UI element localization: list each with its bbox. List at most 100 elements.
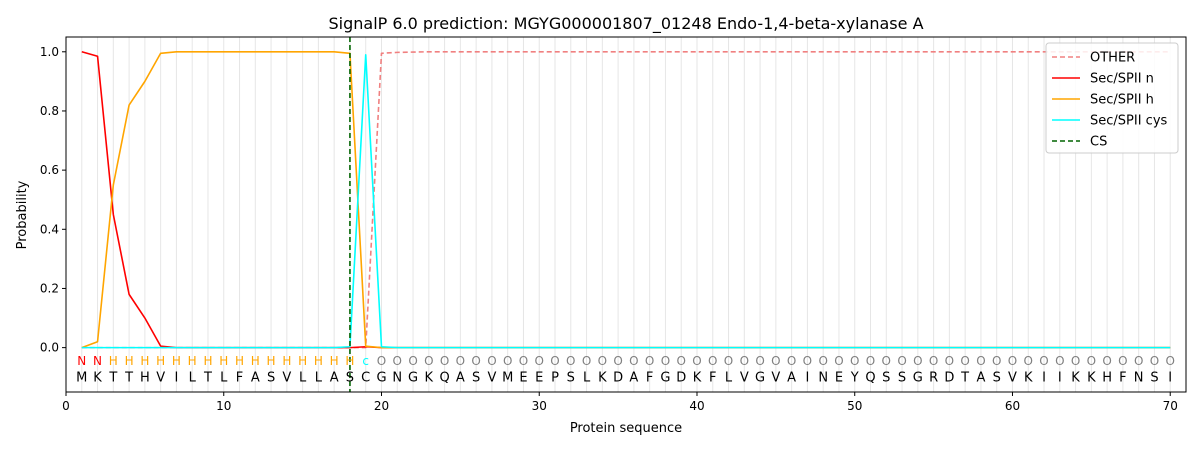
plot-frame [65, 36, 1187, 393]
y-tick-label: 0.4 [40, 222, 59, 236]
region-label: H [235, 354, 244, 368]
region-label: O [582, 354, 591, 368]
residue-letter: V [771, 371, 780, 386]
residue-letter: N [818, 371, 828, 386]
region-label: c [362, 354, 369, 368]
region-label: H [203, 354, 212, 368]
legend-box [1045, 42, 1179, 154]
region-label: O [850, 354, 859, 368]
x-axis-label: Protein sequence [570, 421, 682, 436]
region-label: O [945, 354, 954, 368]
residue-letter: T [124, 371, 133, 386]
series-line-1 [81, 51, 1171, 349]
region-label: H [267, 354, 276, 368]
residue-letter: D [613, 371, 623, 386]
residue-letter: Q [439, 371, 449, 386]
region-label: O [550, 354, 559, 368]
region-label: H [345, 354, 354, 368]
legend-label: Sec/SPII h [1090, 93, 1154, 108]
residue-letter: E [519, 371, 527, 386]
region-label: O [960, 354, 969, 368]
residue-letter: S [472, 371, 480, 386]
residue-letter: Y [850, 371, 859, 386]
residue-letter: K [598, 371, 607, 386]
legend-label: Sec/SPII n [1090, 72, 1154, 87]
residue-letter: K [1024, 371, 1033, 386]
residue-letter: D [676, 371, 686, 386]
residue-letter: S [1150, 371, 1158, 386]
region-label: O [1150, 354, 1159, 368]
region-label: O [929, 354, 938, 368]
region-label: H [298, 354, 307, 368]
y-tick-label: 0.2 [40, 281, 59, 295]
region-label: O [834, 354, 843, 368]
residue-letter: S [267, 371, 275, 386]
region-label: H [188, 354, 197, 368]
residue-letter: C [361, 371, 370, 386]
residue-letter: S [567, 371, 575, 386]
series-line-2 [81, 50, 1171, 349]
residue-letter: A [330, 371, 339, 386]
region-label: O [818, 354, 827, 368]
residue-letter: G [408, 371, 418, 386]
residue-letter: M [502, 371, 513, 386]
region-label: O [1071, 354, 1080, 368]
region-label: O [440, 354, 449, 368]
y-axis-label: Probability [15, 180, 30, 249]
residue-letter: F [646, 371, 653, 386]
x-tick-label: 20 [374, 399, 389, 413]
y-tick-label: 0.8 [40, 104, 59, 118]
chart-title: SignalP 6.0 prediction: MGYG000001807_01… [328, 14, 923, 34]
region-label: O [787, 354, 796, 368]
residue-letter: F [709, 371, 716, 386]
region-label: O [897, 354, 906, 368]
residue-letter: S [898, 371, 906, 386]
region-label: O [1134, 354, 1143, 368]
residue-letter: L [189, 371, 197, 386]
residue-letter: A [629, 371, 638, 386]
region-label: O [708, 354, 717, 368]
axis-ticks: 0 10 20 30 40 50 60 70 0.0 0.2 0.4 0.6 0.8 1.0 [40, 45, 1178, 413]
y-tick-label: 0.0 [40, 341, 59, 355]
residue-letter: P [551, 371, 559, 386]
residue-letter: D [944, 371, 954, 386]
region-label: O [692, 354, 701, 368]
residue-letter: S [882, 371, 890, 386]
region-label: O [1055, 354, 1064, 368]
region-label: O [1102, 354, 1111, 368]
region-label: H [251, 354, 260, 368]
region-label: O [1118, 354, 1127, 368]
region-label: O [724, 354, 733, 368]
region-label: O [535, 354, 544, 368]
residue-letter: G [913, 371, 923, 386]
residue-letter: I [805, 371, 809, 386]
residue-letter: Q [865, 371, 875, 386]
residue-letter: K [693, 371, 702, 386]
region-label: O [755, 354, 764, 368]
residue-letter: V [156, 371, 165, 386]
residue-letter: L [725, 371, 733, 386]
series-line-0 [81, 50, 1171, 349]
residue-letter: V [740, 371, 749, 386]
region-label: H [109, 354, 118, 368]
x-tick-label: 10 [216, 399, 231, 413]
residue-letter: H [1102, 371, 1112, 386]
residue-letter: E [835, 371, 843, 386]
region-label: O [377, 354, 386, 368]
region-label: O [629, 354, 638, 368]
region-label: O [1039, 354, 1048, 368]
region-label: O [976, 354, 985, 368]
residue-letter: I [1168, 371, 1172, 386]
region-label: O [740, 354, 749, 368]
residue-letter: S [346, 371, 354, 386]
region-label: O [661, 354, 670, 368]
legend-label: Sec/SPII cys [1090, 114, 1168, 129]
legend-label: OTHER [1090, 51, 1135, 66]
region-label: O [866, 354, 875, 368]
residue-letter: V [487, 371, 496, 386]
residue-letter: T [203, 371, 212, 386]
region-label: O [771, 354, 780, 368]
region-label: O [487, 354, 496, 368]
residue-letter: G [660, 371, 670, 386]
region-label: N [77, 354, 86, 368]
